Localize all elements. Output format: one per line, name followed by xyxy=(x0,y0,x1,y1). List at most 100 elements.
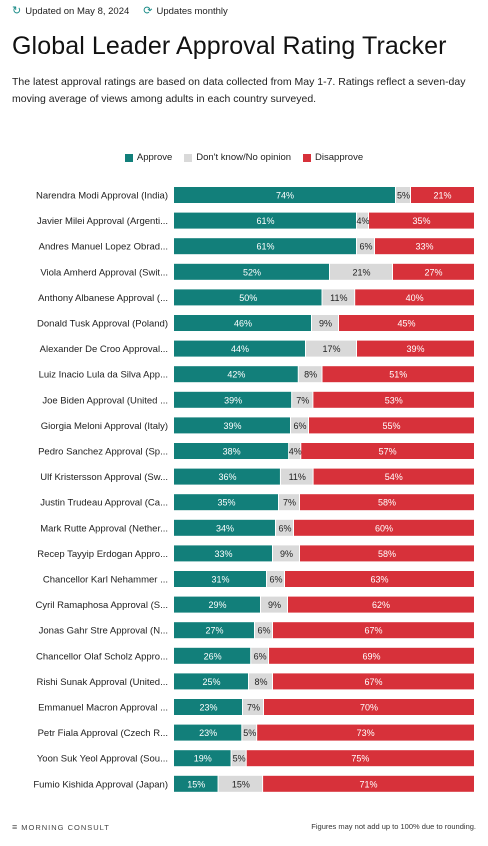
bar-disapprove[interactable] xyxy=(393,263,474,280)
legend-disapprove[interactable]: Disapprove xyxy=(303,152,363,163)
value-label-neutral: 7% xyxy=(296,395,309,405)
bar-neutral[interactable] xyxy=(396,187,410,203)
bar-neutral[interactable] xyxy=(218,775,263,792)
bar-disapprove[interactable] xyxy=(257,724,474,741)
bar-neutral[interactable] xyxy=(306,340,356,357)
bar-approve[interactable] xyxy=(174,519,275,536)
bar-disapprove[interactable] xyxy=(375,238,474,255)
bar-approve[interactable] xyxy=(174,750,231,767)
bar-disapprove[interactable] xyxy=(263,775,474,792)
category-label: Pedro Sanchez Approval (Sp... xyxy=(38,447,168,458)
bar-approve[interactable] xyxy=(174,340,305,357)
bar-approve[interactable] xyxy=(174,315,311,331)
bar-approve[interactable] xyxy=(174,263,329,280)
bar-neutral[interactable] xyxy=(279,494,299,511)
bar-approve[interactable] xyxy=(174,775,218,792)
value-label-neutral: 5% xyxy=(233,754,246,764)
value-label-neutral: 17% xyxy=(322,344,340,354)
bar-disapprove[interactable] xyxy=(288,596,474,613)
bar-approve[interactable] xyxy=(174,622,254,639)
bar-neutral[interactable] xyxy=(261,596,287,613)
bar-approve[interactable] xyxy=(174,391,292,408)
bar-neutral[interactable] xyxy=(292,391,313,408)
bar-disapprove[interactable] xyxy=(269,647,474,664)
bar-approve[interactable] xyxy=(174,366,298,383)
bar-disapprove[interactable] xyxy=(273,622,474,639)
bar-approve[interactable] xyxy=(174,647,251,664)
bar-neutral[interactable] xyxy=(322,289,355,306)
value-label-neutral: 15% xyxy=(232,779,250,789)
category-label: Viola Amherd Approval (Swit... xyxy=(40,267,168,278)
value-label-disapprove: 51% xyxy=(389,370,407,380)
bar-approve[interactable] xyxy=(174,417,290,434)
category-label: Alexander De Croo Approval... xyxy=(40,344,168,355)
bar-neutral[interactable] xyxy=(280,468,313,485)
bar-approve[interactable] xyxy=(174,699,242,715)
bar-approve[interactable] xyxy=(174,187,395,203)
bar-neutral[interactable] xyxy=(276,519,293,536)
bar-approve[interactable] xyxy=(174,673,248,690)
bar-approve[interactable] xyxy=(174,468,280,485)
bar-neutral[interactable] xyxy=(251,647,269,664)
bar-disapprove[interactable] xyxy=(313,468,474,485)
bar-neutral[interactable] xyxy=(231,750,246,767)
value-label-disapprove: 62% xyxy=(372,600,390,610)
category-label: Anthony Albanese Approval (... xyxy=(38,293,168,304)
bar-neutral[interactable] xyxy=(267,571,284,587)
bar-neutral[interactable] xyxy=(255,622,272,639)
bar-neutral[interactable] xyxy=(291,417,308,434)
bar-disapprove[interactable] xyxy=(246,750,474,767)
logo-text: MORNING CONSULT xyxy=(21,822,110,832)
value-label-approve: 26% xyxy=(204,651,222,661)
bar-neutral[interactable] xyxy=(243,699,263,715)
brand-logo: ≡ MORNING CONSULT xyxy=(12,822,110,832)
bar-neutral[interactable] xyxy=(298,366,322,383)
legend-approve[interactable]: Approve xyxy=(124,152,172,163)
bar-approve[interactable] xyxy=(174,494,278,511)
bar-approve[interactable] xyxy=(174,724,242,741)
bar-approve[interactable] xyxy=(174,443,289,459)
bar-neutral[interactable] xyxy=(249,673,272,690)
bar-disapprove[interactable] xyxy=(313,391,474,408)
legend-swatch-disapprove xyxy=(303,153,312,162)
bar-disapprove[interactable] xyxy=(309,417,474,434)
value-label-approve: 38% xyxy=(223,447,241,457)
category-label: Rishi Sunak Approval (United... xyxy=(37,677,168,688)
bar-neutral[interactable] xyxy=(357,212,368,229)
bar-approve[interactable] xyxy=(174,596,260,613)
bar-disapprove[interactable] xyxy=(369,212,474,229)
bar-disapprove[interactable] xyxy=(355,289,474,306)
bar-disapprove[interactable] xyxy=(339,315,474,331)
value-label-disapprove: 58% xyxy=(378,498,396,508)
bar-disapprove[interactable] xyxy=(294,519,474,536)
bar-neutral[interactable] xyxy=(357,238,374,255)
bar-disapprove[interactable] xyxy=(264,699,474,715)
bar-approve[interactable] xyxy=(174,289,322,306)
bar-disapprove[interactable] xyxy=(300,494,474,511)
value-label-approve: 31% xyxy=(211,575,229,585)
bar-neutral[interactable] xyxy=(330,263,392,280)
bar-disapprove[interactable] xyxy=(357,340,474,357)
bar-approve[interactable] xyxy=(174,571,266,587)
bar-neutral[interactable] xyxy=(289,443,301,459)
category-label: Chancellor Olaf Scholz Appro... xyxy=(36,651,168,662)
value-label-neutral: 7% xyxy=(283,498,296,508)
bar-neutral[interactable] xyxy=(273,545,299,562)
bar-disapprove[interactable] xyxy=(300,545,474,562)
bar-disapprove[interactable] xyxy=(273,673,474,690)
bar-neutral[interactable] xyxy=(312,315,338,331)
bar-disapprove[interactable] xyxy=(411,187,474,203)
value-label-disapprove: 45% xyxy=(397,319,415,329)
value-label-disapprove: 39% xyxy=(406,344,424,354)
legend-swatch-neutral xyxy=(184,153,193,162)
bar-disapprove[interactable] xyxy=(285,571,474,587)
value-label-neutral: 7% xyxy=(247,703,260,713)
bar-neutral[interactable] xyxy=(242,724,257,741)
legend-neutral[interactable]: Don't know/No opinion xyxy=(184,152,291,163)
bar-disapprove[interactable] xyxy=(322,366,474,383)
bar-approve[interactable] xyxy=(174,238,356,255)
bar-approve[interactable] xyxy=(174,212,356,229)
value-label-neutral: 5% xyxy=(397,191,410,201)
bar-disapprove[interactable] xyxy=(301,443,474,459)
bar-approve[interactable] xyxy=(174,545,272,562)
